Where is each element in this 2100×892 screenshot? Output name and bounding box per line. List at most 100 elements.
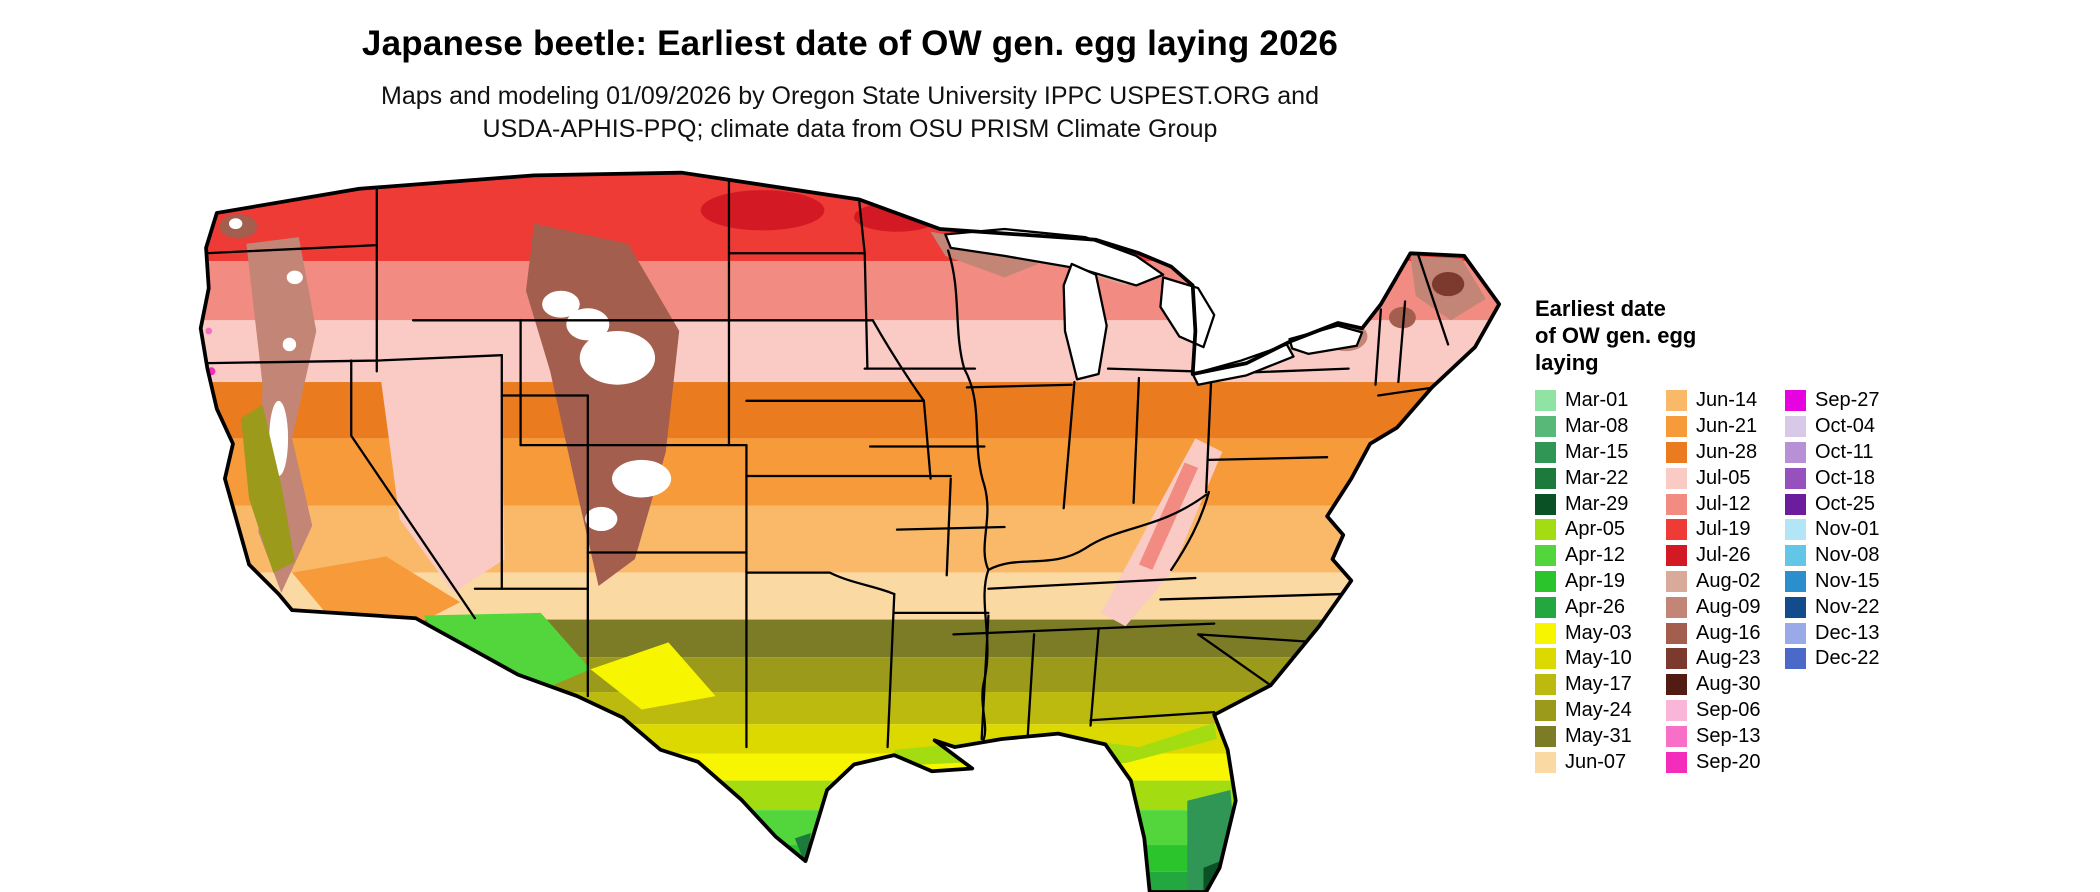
map-shape [1374,308,1383,386]
legend-entry: Nov-01 [1785,517,1880,543]
legend-swatch [1785,390,1806,412]
map-shape [952,622,1216,636]
legend-swatch [1785,493,1806,515]
legend-label: Aug-16 [1696,621,1761,644]
legend-swatch [1785,519,1806,541]
legend-label: May-31 [1565,724,1632,747]
legend-label: Jun-14 [1696,389,1758,412]
legend-entry: Jun-28 [1666,440,1785,466]
map-shape [542,290,580,318]
legend-label: Jun-21 [1696,415,1758,438]
legend-label: May-10 [1565,647,1632,670]
us-map-container [198,170,1518,892]
legend-entry: Aug-23 [1666,646,1785,672]
legend-swatch [1535,622,1556,644]
map-shape [1159,592,1342,601]
legend-swatch [1666,416,1687,438]
legend-label: Nov-22 [1815,595,1880,618]
legend-swatch [1785,545,1806,567]
map-shape [1132,376,1141,504]
map-shape [241,404,295,573]
legend-entry: Jul-19 [1666,517,1785,543]
legend-entry: Jun-07 [1535,749,1666,775]
map-shape [1397,300,1407,384]
legend-label: Mar-29 [1565,492,1629,515]
great-lakes [944,227,1364,386]
map-shape [200,724,1500,754]
map-shape [200,657,1500,693]
map-shape [1089,627,1100,727]
map-shape [987,493,1208,572]
legend-label: Sep-20 [1696,750,1761,773]
map-shape [858,201,869,370]
legend-entry: Sep-13 [1666,723,1785,749]
legend-label: May-03 [1565,621,1632,644]
legend-swatch [1666,648,1687,670]
page-subtitle: Maps and modeling 01/09/2026 by Oregon S… [0,80,1700,146]
legend-title-line-3: laying [1535,350,1599,375]
legend-entry: Mar-22 [1535,465,1666,491]
legend-label: May-17 [1565,673,1632,696]
legend-column-3: Sep-27 Oct-04 Oct-11 Oct-18 Oct-25 Nov-01 Nov-… [1785,388,1880,775]
legend-entry: May-31 [1535,723,1666,749]
map-shape [945,477,952,577]
legend-swatch [1535,596,1556,618]
map-shape [886,592,896,749]
legend-entry: Dec-13 [1785,620,1880,646]
legend-label: Nov-08 [1815,544,1880,567]
map-shape [205,327,213,335]
legend-title: Earliest date of OW gen. egg laying [1535,295,2095,376]
legend-swatch [1666,596,1687,618]
map-shape [922,399,932,480]
legend-entry: Dec-22 [1785,646,1880,672]
legend-entry: Oct-04 [1785,414,1880,440]
map-shape [579,331,656,385]
state-borders [200,176,1450,749]
map-shape [590,642,716,710]
legend-columns: Mar-01 Mar-08 Mar-15 Mar-22 Mar-29 Apr-05 Apr-… [1535,388,2095,775]
map-shape [1026,633,1036,743]
legend-swatch [1666,751,1687,773]
map-shape [794,832,811,866]
legend-entry: Oct-11 [1785,440,1880,466]
legend-swatch [1666,545,1687,567]
map-shape [282,337,297,352]
legend-label: Nov-15 [1815,569,1880,592]
lake-huron [1159,276,1216,349]
legend-swatch [1785,648,1806,670]
legend-entry: May-24 [1535,698,1666,724]
legend-swatch [1535,441,1556,463]
legend-swatch [1535,751,1556,773]
legend-swatch [1666,519,1687,541]
legend-entry: May-03 [1535,620,1666,646]
map-shape [946,249,966,370]
legend-entry: Oct-18 [1785,465,1880,491]
subtitle-line-1: Maps and modeling 01/09/2026 by Oregon S… [381,82,1319,110]
legend-label: Oct-04 [1815,415,1876,438]
us-outline [198,170,1502,892]
map-shape [1431,271,1465,297]
legend-swatch [1785,441,1806,463]
legend-label: Mar-22 [1565,466,1629,489]
legend-label: Apr-05 [1565,518,1626,541]
map-shape [1207,456,1329,462]
map-shape [612,459,672,498]
map-shape [1377,386,1436,397]
legend-entry: Mar-08 [1535,414,1666,440]
legend-label: Jul-19 [1696,518,1751,541]
map-shape [200,871,1500,892]
legend-label: Jun-07 [1565,750,1627,773]
legend-entry: Sep-20 [1666,749,1785,775]
legend-label: Apr-26 [1565,595,1626,618]
map-shape [700,190,825,231]
map-fill-layer [200,172,1500,892]
map-shape [871,319,926,402]
legend-entry: Mar-01 [1535,388,1666,414]
map-shape [200,845,1500,872]
map-shape [228,218,243,230]
legend-entry: Aug-16 [1666,620,1785,646]
legend-swatch [1535,493,1556,515]
map-shape [200,780,1500,811]
map-shape [292,556,461,627]
page-title: Japanese beetle: Earliest date of OW gen… [361,24,1339,63]
